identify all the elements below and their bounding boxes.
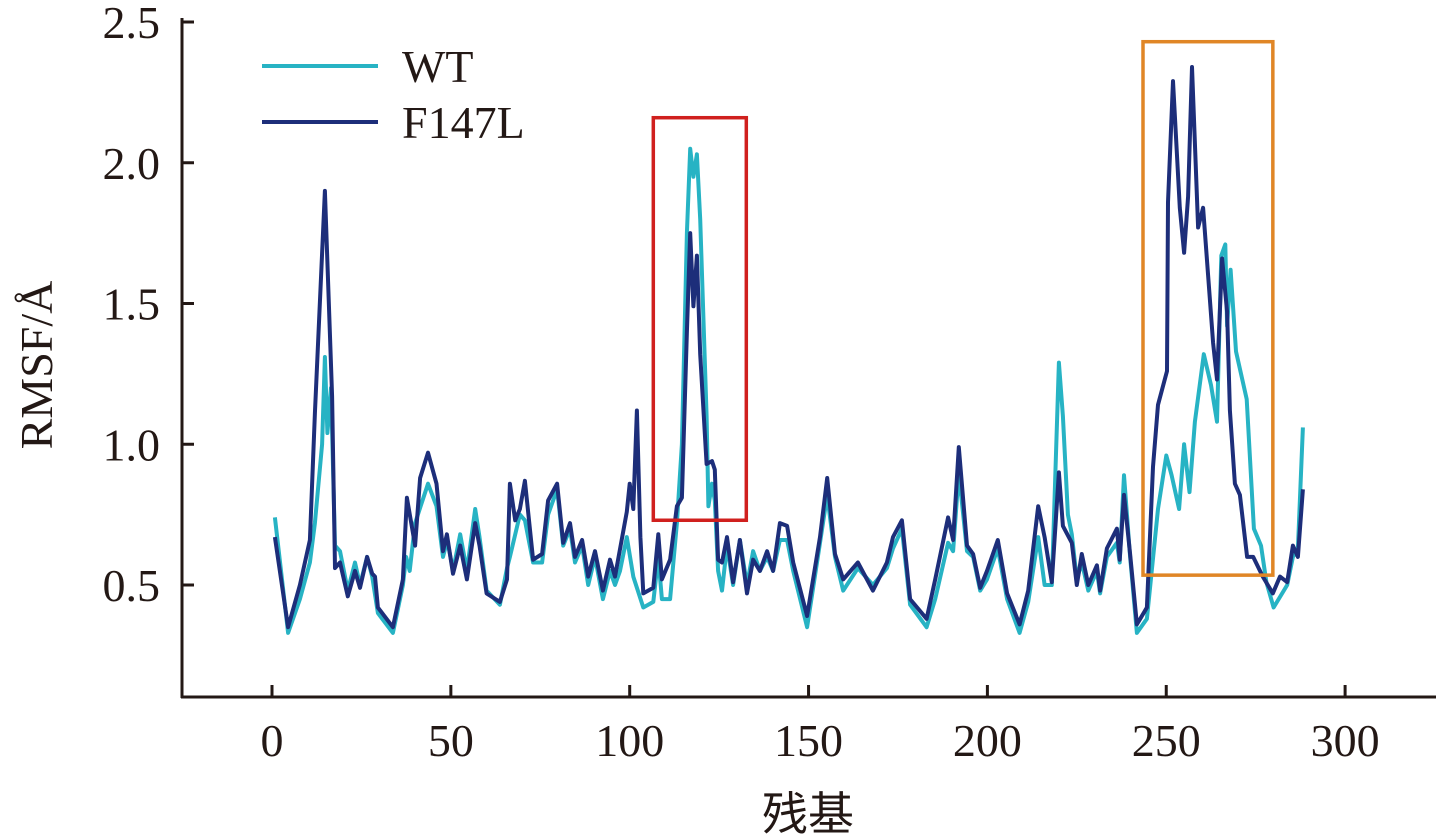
x-tick-label: 300	[1311, 715, 1380, 766]
x-axis-label: 残基	[762, 789, 854, 838]
x-tick-label: 50	[428, 715, 474, 766]
y-tick-label: 2.5	[103, 0, 161, 48]
x-tick-label: 0	[261, 715, 284, 766]
legend: WT F147L	[262, 41, 525, 148]
x-tick-label: 100	[595, 715, 664, 766]
y-axis-label: RMSF/Å	[11, 281, 62, 450]
y-ticks: 0.5 1.0 1.5 2.0 2.5	[103, 0, 194, 611]
y-tick-label: 1.0	[103, 419, 161, 470]
x-tick-label: 150	[774, 715, 843, 766]
series-lines	[272, 65, 1305, 635]
y-tick-label: 2.0	[103, 138, 161, 189]
x-tick-label: 200	[953, 715, 1022, 766]
series-line-f147l	[272, 65, 1305, 630]
legend-label-wt: WT	[402, 41, 474, 92]
x-ticks: 0 50 100 150 200 250 300	[261, 685, 1380, 766]
highlight-box-2	[1141, 39, 1275, 577]
x-tick-label: 250	[1132, 715, 1201, 766]
y-tick-label: 0.5	[103, 560, 161, 611]
y-tick-label: 1.5	[103, 279, 161, 330]
highlight-box-1	[651, 115, 749, 523]
legend-label-f147l: F147L	[402, 97, 525, 148]
